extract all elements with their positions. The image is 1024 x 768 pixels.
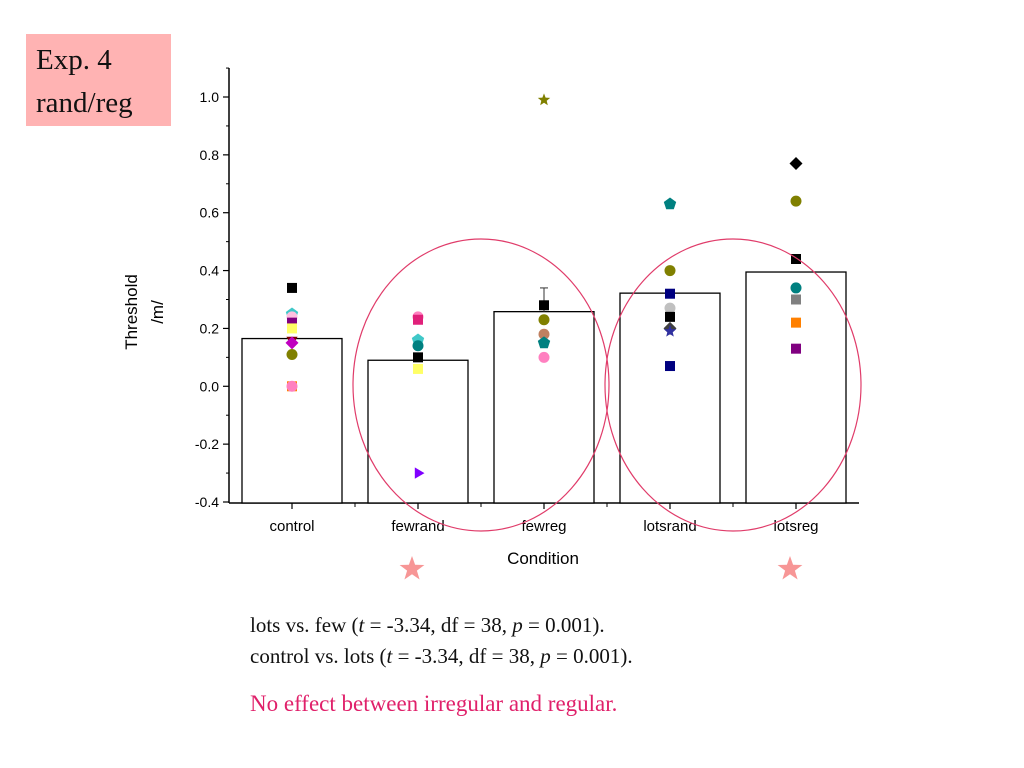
- point-square: [413, 363, 423, 374]
- y-tick-label: 0.8: [200, 147, 220, 163]
- highlight-ellipses: [352, 238, 862, 532]
- experiment-label-box: Exp. 4 rand/reg: [26, 34, 171, 126]
- point-circle: [664, 302, 676, 314]
- bar-control: [241, 337, 343, 504]
- stats-control-vs-lots: control vs. lots (t = -3.34, df = 38, p …: [250, 644, 633, 668]
- point-square: [539, 300, 549, 311]
- point-square: [413, 314, 423, 325]
- point-square: [665, 288, 675, 299]
- significance-star-fewrand: [399, 556, 425, 580]
- point-circle: [286, 348, 298, 360]
- y-axis-label-unit: /m/: [148, 300, 167, 324]
- point-diamond: [285, 336, 299, 350]
- y-tick-label: -0.4: [195, 494, 219, 510]
- y-axis-label: Threshold: [122, 274, 141, 350]
- point-square: [665, 311, 675, 322]
- x-axis-label: Condition: [507, 549, 579, 568]
- bar-fewrand: [367, 359, 469, 504]
- point-square: [791, 294, 801, 305]
- point-circle: [664, 265, 676, 277]
- point-circle: [538, 351, 550, 363]
- x-tick-label-fewrand: fewrand: [391, 518, 444, 535]
- y-tick-label: 0.2: [200, 320, 220, 336]
- highlight-circle-few: [352, 238, 610, 532]
- point-circle: [286, 380, 298, 392]
- point-circle: [412, 340, 424, 352]
- point-square: [665, 361, 675, 372]
- point-triangle-right: [414, 467, 425, 479]
- point-star: [537, 93, 551, 106]
- x-tick-label-control: control: [269, 518, 314, 535]
- point-circle: [790, 195, 802, 207]
- x-tick-label-lotsreg: lotsreg: [773, 518, 818, 535]
- bar-lotsreg: [745, 271, 847, 504]
- highlight-circle-lots: [604, 238, 862, 532]
- point-square: [287, 317, 297, 328]
- point-square: [791, 343, 801, 354]
- point-circle: [538, 314, 550, 326]
- point-square: [791, 254, 801, 264]
- y-tick-label: 0.4: [200, 263, 220, 279]
- point-pentagon: [537, 336, 551, 349]
- x-tick-label-lotsrand: lotsrand: [643, 518, 696, 535]
- bars: [241, 271, 847, 504]
- point-square: [287, 323, 297, 334]
- y-tick-label: 0.6: [200, 205, 220, 221]
- significance-star-lotsreg: [777, 556, 803, 580]
- significance-stars: [399, 556, 803, 580]
- x-tick-label-fewreg: fewreg: [521, 518, 566, 535]
- point-square: [791, 317, 801, 328]
- point-square: [287, 282, 297, 293]
- y-tick-label: -0.2: [195, 436, 219, 452]
- point-star: [663, 324, 677, 337]
- point-circle: [538, 328, 550, 340]
- point-diamond: [789, 157, 803, 170]
- threshold-bar-chart: -0.4 -0.2 0.0 0.2 0.4 0.6 0.8 1.0 control fewrand…: [122, 67, 862, 580]
- point-circle: [790, 282, 802, 294]
- y-tick-label: 0.0: [200, 378, 220, 394]
- point-square: [413, 352, 423, 363]
- y-tick-label: 1.0: [200, 89, 220, 105]
- data-points: [285, 93, 803, 479]
- experiment-label-line2: rand/reg: [36, 87, 133, 119]
- conclusion-text: No effect between irregular and regular.: [250, 691, 618, 716]
- experiment-label-line1: Exp. 4: [36, 44, 112, 76]
- point-pentagon: [663, 197, 677, 210]
- stats-lots-vs-few: lots vs. few (t = -3.34, df = 38, p = 0.…: [250, 613, 605, 637]
